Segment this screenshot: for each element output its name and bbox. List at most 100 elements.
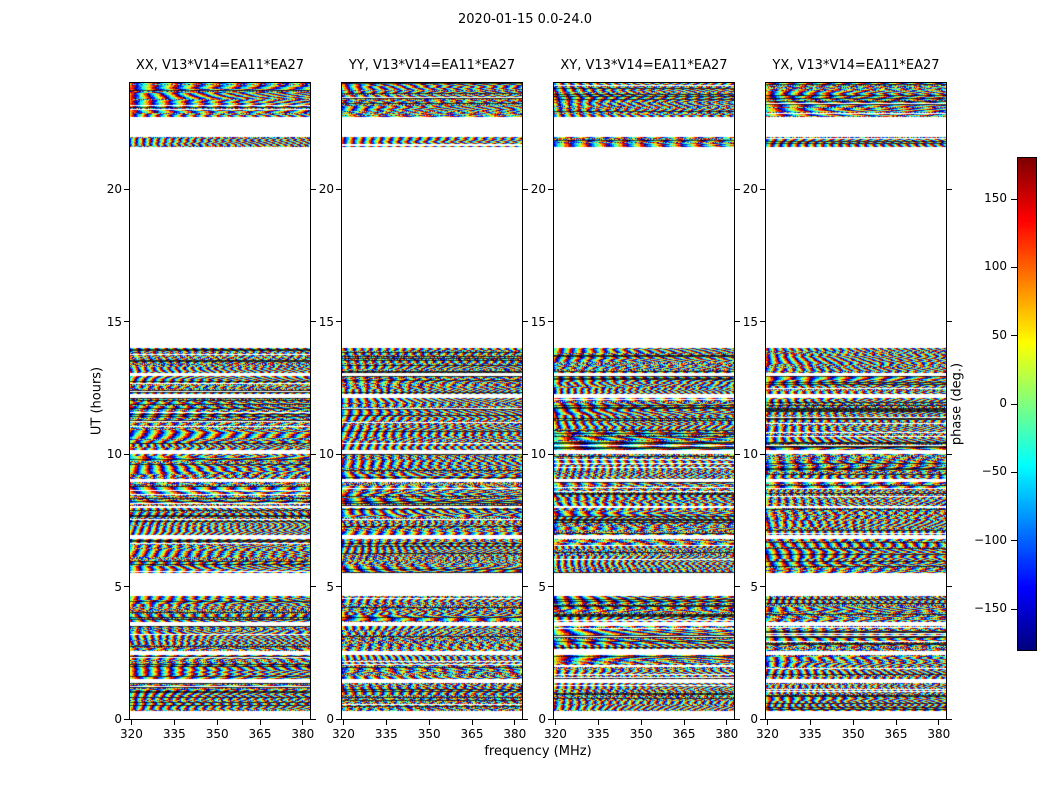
xtick-label: 320	[331, 727, 355, 741]
colorbar-tick-mark	[1011, 608, 1017, 610]
xtick-label: 320	[543, 727, 567, 741]
ytick-label: 10	[106, 447, 122, 461]
xtick-mark	[471, 720, 473, 725]
xtick-mark	[640, 720, 642, 725]
subplot-title-YX: YX, V13*V14=EA11*EA27	[772, 58, 940, 73]
colorbar-tick-label: 50	[991, 327, 1007, 342]
ytick-mark	[760, 586, 765, 587]
xtick-label: 365	[460, 727, 484, 741]
colorbar-tick-label: 150	[984, 191, 1007, 205]
ytick-mark	[124, 586, 129, 587]
ytick-label: 5	[538, 579, 546, 594]
xtick-label: 335	[798, 727, 822, 741]
ytick-mark-right	[311, 718, 316, 720]
ytick-mark-right	[311, 321, 316, 322]
colorbar-frame	[1017, 157, 1037, 651]
ytick-label: 0	[538, 712, 546, 726]
xtick-label: 320	[119, 727, 143, 741]
xtick-mark	[852, 720, 854, 725]
subplot-title-YY: YY, V13*V14=EA11*EA27	[348, 58, 516, 73]
ytick-mark	[760, 321, 765, 322]
ytick-mark-right	[311, 453, 316, 455]
ytick-label: 0	[114, 712, 122, 726]
ytick-mark-right	[523, 453, 528, 455]
ytick-mark-right	[947, 321, 952, 322]
colorbar-tick-mark	[1011, 266, 1017, 268]
ytick-mark	[548, 718, 553, 720]
ytick-mark	[548, 453, 553, 455]
ytick-label: 20	[742, 182, 758, 196]
ytick-mark-right	[311, 586, 316, 587]
ytick-label: 5	[750, 579, 758, 594]
colorbar-tick-mark	[1011, 403, 1017, 405]
xtick-mark	[302, 720, 304, 725]
colorbar-tick-mark	[1011, 540, 1017, 542]
colorbar-tick-label: −50	[981, 464, 1007, 479]
ytick-mark-right	[735, 321, 740, 322]
xtick-label: 335	[162, 727, 186, 741]
xtick-label: 350	[841, 727, 865, 741]
ytick-label: 15	[742, 314, 758, 329]
ytick-label: 20	[530, 182, 546, 196]
subplot-XX	[129, 82, 311, 720]
ytick-mark	[548, 321, 553, 322]
ytick-mark-right	[947, 586, 952, 587]
phase-waterfall-XX	[130, 83, 310, 719]
ytick-mark	[124, 321, 129, 322]
xtick-mark	[216, 720, 218, 725]
colorbar-label: phase (deg.)	[949, 362, 965, 446]
ytick-mark	[336, 453, 341, 455]
ytick-label: 5	[114, 579, 122, 594]
xtick-mark	[130, 720, 132, 725]
colorbar-tick-label: −100	[974, 532, 1007, 547]
phase-waterfall-YX	[766, 83, 946, 719]
ytick-mark-right	[523, 586, 528, 587]
ytick-mark-right	[947, 453, 952, 455]
colorbar-tick-label: 100	[984, 259, 1007, 274]
ytick-label: 15	[318, 314, 334, 329]
xtick-label: 380	[503, 727, 527, 741]
ytick-mark	[760, 453, 765, 455]
ytick-mark-right	[735, 453, 740, 455]
phase-waterfall-YY	[342, 83, 522, 719]
ytick-mark	[760, 718, 765, 720]
xtick-label: 350	[417, 727, 441, 741]
xtick-label: 380	[291, 727, 315, 741]
figure-title: 2020-01-15 0.0-24.0	[458, 12, 592, 27]
ytick-mark-right	[311, 188, 316, 190]
xtick-mark	[173, 720, 175, 725]
xtick-label: 380	[927, 727, 951, 741]
ytick-mark	[124, 453, 129, 455]
xtick-mark	[597, 720, 599, 725]
xtick-label: 320	[755, 727, 779, 741]
ytick-mark	[336, 586, 341, 587]
ytick-mark-right	[523, 188, 528, 190]
ytick-mark	[336, 188, 341, 190]
colorbar-tick-label: 0	[999, 396, 1007, 410]
colorbar-tick-mark	[1011, 198, 1017, 200]
xtick-label: 335	[374, 727, 398, 741]
x-axis-label: frequency (MHz)	[484, 744, 592, 759]
ytick-mark	[124, 188, 129, 190]
subplot-title-XX: XX, V13*V14=EA11*EA27	[135, 58, 305, 73]
y-axis-label: UT (hours)	[89, 366, 105, 436]
xtick-mark	[809, 720, 811, 725]
xtick-mark	[554, 720, 556, 725]
ytick-label: 0	[750, 712, 758, 726]
xtick-label: 365	[884, 727, 908, 741]
ytick-label: 10	[530, 447, 546, 461]
ytick-mark-right	[735, 586, 740, 587]
xtick-label: 350	[629, 727, 653, 741]
ytick-label: 20	[318, 182, 334, 196]
xtick-mark	[938, 720, 940, 725]
colorbar-tick-mark	[1011, 335, 1017, 337]
subplot-title-XY: XY, V13*V14=EA11*EA27	[560, 58, 728, 73]
ytick-mark	[336, 718, 341, 720]
ytick-mark-right	[947, 718, 952, 720]
ytick-mark-right	[735, 718, 740, 720]
ytick-mark	[548, 586, 553, 587]
colorbar-tick-mark	[1011, 471, 1017, 473]
ytick-mark	[760, 188, 765, 190]
xtick-mark	[385, 720, 387, 725]
